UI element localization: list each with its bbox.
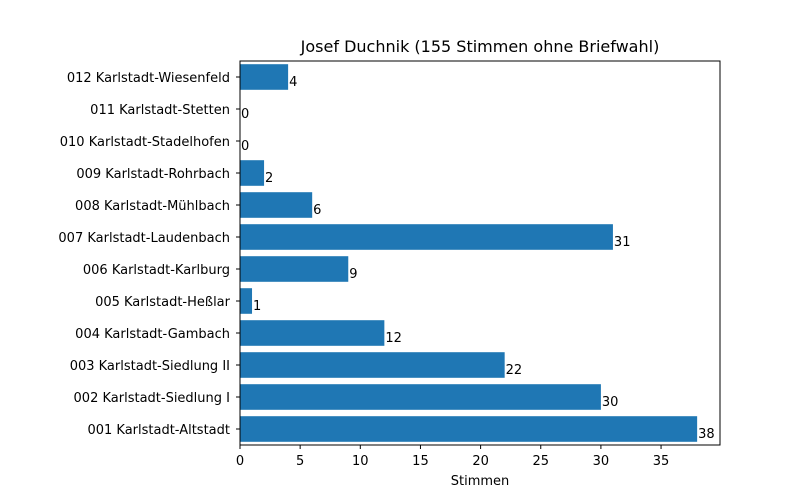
x-tick-label: 35 — [653, 454, 670, 469]
value-label: 1 — [253, 299, 261, 314]
bars-layer — [240, 64, 698, 442]
y-tick-label: 005 Karlstadt-Heßlar — [95, 295, 231, 310]
y-tick-label: 008 Karlstadt-Mühlbach — [75, 199, 230, 214]
y-tick-label: 001 Karlstadt-Altstadt — [87, 423, 230, 438]
x-tick-label: 10 — [352, 454, 369, 469]
x-tick-label: 0 — [236, 454, 244, 469]
y-tick-label: 012 Karlstadt-Wiesenfeld — [67, 71, 230, 86]
x-tick-label: 5 — [296, 454, 304, 469]
y-axis: 001 Karlstadt-Altstadt 002 Karlstadt-Sied… — [58, 71, 240, 438]
x-tick-label: 20 — [472, 454, 489, 469]
value-label: 2 — [265, 171, 273, 186]
bar — [240, 192, 313, 218]
y-tick-label: 002 Karlstadt-Siedlung I — [74, 391, 230, 406]
y-tick-label: 007 Karlstadt-Laudenbach — [58, 231, 230, 246]
bar — [240, 416, 698, 442]
bar — [240, 320, 385, 346]
x-axis: 0 5 10 15 20 25 30 35 — [236, 445, 669, 469]
y-tick-label: 003 Karlstadt-Siedlung II — [70, 359, 230, 374]
y-tick-label: 004 Karlstadt-Gambach — [75, 327, 230, 342]
bar — [240, 224, 613, 250]
value-label: 22 — [506, 363, 523, 378]
bar — [240, 256, 349, 282]
chart-title: Josef Duchnik (155 Stimmen ohne Briefwah… — [300, 37, 660, 56]
value-label: 38 — [698, 427, 715, 442]
bar — [240, 288, 253, 314]
y-tick-label: 009 Karlstadt-Rohrbach — [76, 167, 230, 182]
x-tick-label: 15 — [412, 454, 429, 469]
x-tick-label: 30 — [593, 454, 610, 469]
value-label: 6 — [313, 203, 321, 218]
value-labels-layer: 38 30 22 12 1 9 31 6 2 0 0 4 — [241, 75, 715, 442]
y-tick-label: 011 Karlstadt-Stetten — [90, 103, 230, 118]
x-axis-label: Stimmen — [451, 474, 510, 489]
y-tick-label: 010 Karlstadt-Stadelhofen — [60, 135, 230, 150]
bar — [240, 64, 289, 90]
y-tick-label: 006 Karlstadt-Karlburg — [83, 263, 230, 278]
value-label: 0 — [241, 139, 249, 154]
x-tick-label: 25 — [532, 454, 549, 469]
value-label: 12 — [385, 331, 402, 346]
bar — [240, 384, 601, 410]
value-label: 9 — [349, 267, 357, 282]
bar — [240, 352, 505, 378]
value-label: 0 — [241, 107, 249, 122]
value-label: 30 — [602, 395, 619, 410]
value-label: 4 — [289, 75, 297, 90]
value-label: 31 — [614, 235, 631, 250]
plot-frame — [239, 60, 721, 446]
bar — [240, 160, 265, 186]
